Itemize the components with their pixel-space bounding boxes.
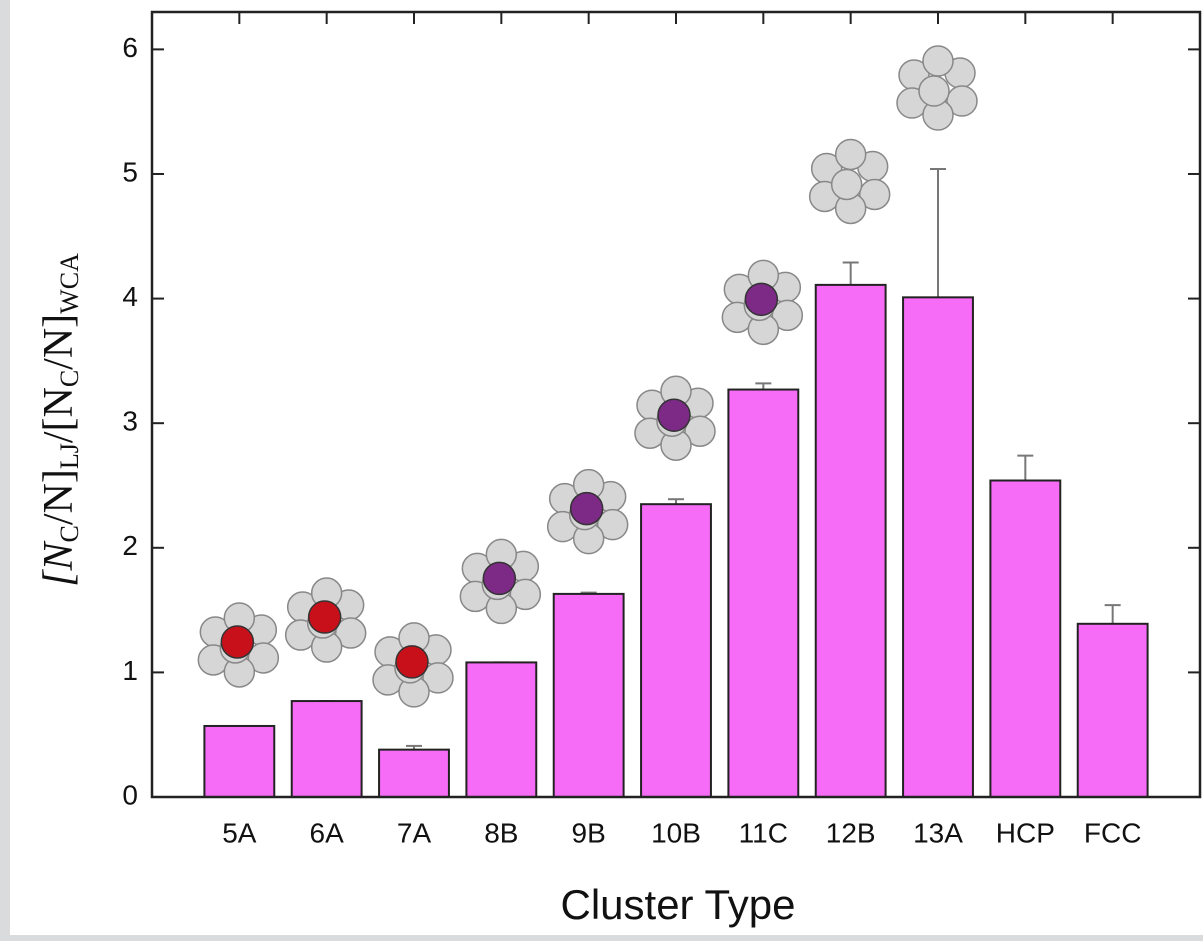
cluster-atom-core bbox=[745, 283, 777, 315]
y-label-part: LJ bbox=[55, 443, 84, 469]
y-label-part: /[N bbox=[36, 387, 82, 443]
page: {"chart_data": {"type": "bar", "x_label"… bbox=[0, 0, 1203, 941]
cluster-atom bbox=[832, 169, 862, 199]
x-tick-label: 5A bbox=[222, 817, 257, 848]
bar bbox=[554, 594, 624, 797]
x-tick-label: 7A bbox=[397, 817, 432, 848]
y-label-part: C bbox=[55, 525, 84, 542]
y-label-part: C bbox=[55, 370, 84, 387]
y-tick-label: 5 bbox=[122, 156, 138, 187]
y-label-part: [N bbox=[36, 541, 82, 587]
cluster-atom-core bbox=[483, 562, 515, 594]
cluster-atom-core bbox=[221, 626, 253, 658]
y-tick-label: 4 bbox=[122, 281, 138, 312]
bar bbox=[204, 726, 274, 797]
x-tick-label: 10B bbox=[651, 817, 701, 848]
y-label-part: WCA bbox=[55, 253, 84, 314]
cluster-atom bbox=[836, 139, 866, 169]
bar bbox=[379, 750, 449, 797]
bar bbox=[1078, 624, 1148, 797]
cluster-atom-core bbox=[396, 646, 428, 678]
cluster-atom-core bbox=[658, 399, 690, 431]
cluster-atom bbox=[923, 46, 953, 76]
bar bbox=[816, 285, 886, 797]
y-label-part: /N] bbox=[36, 314, 82, 370]
y-tick-label: 2 bbox=[122, 530, 138, 561]
chart: Cluster Type [NC/N]LJ/[NC/N]WCA 01234565… bbox=[0, 0, 1203, 941]
y-tick-label: 3 bbox=[122, 406, 138, 437]
y-label-part: /N] bbox=[36, 469, 82, 525]
bar bbox=[903, 297, 973, 797]
cluster-atom bbox=[919, 76, 949, 106]
x-tick-label: 6A bbox=[310, 817, 345, 848]
x-tick-label: 9B bbox=[572, 817, 606, 848]
x-tick-label: 8B bbox=[484, 817, 518, 848]
cluster-atom-core bbox=[571, 493, 603, 525]
bar bbox=[641, 504, 711, 797]
cluster-atom-core bbox=[309, 601, 341, 633]
x-tick-label: FCC bbox=[1084, 817, 1142, 848]
x-tick-label: 12B bbox=[826, 817, 876, 848]
x-tick-label: HCP bbox=[996, 817, 1055, 848]
x-axis-title: Cluster Type bbox=[561, 881, 796, 928]
y-tick-label: 0 bbox=[122, 779, 138, 810]
bar bbox=[292, 701, 362, 797]
bar bbox=[990, 481, 1060, 797]
y-tick-label: 6 bbox=[122, 32, 138, 63]
x-tick-label: 13A bbox=[913, 817, 963, 848]
x-tick-label: 11C bbox=[739, 817, 788, 848]
y-tick-label: 1 bbox=[122, 655, 138, 686]
bar bbox=[466, 662, 536, 797]
bar bbox=[728, 390, 798, 797]
